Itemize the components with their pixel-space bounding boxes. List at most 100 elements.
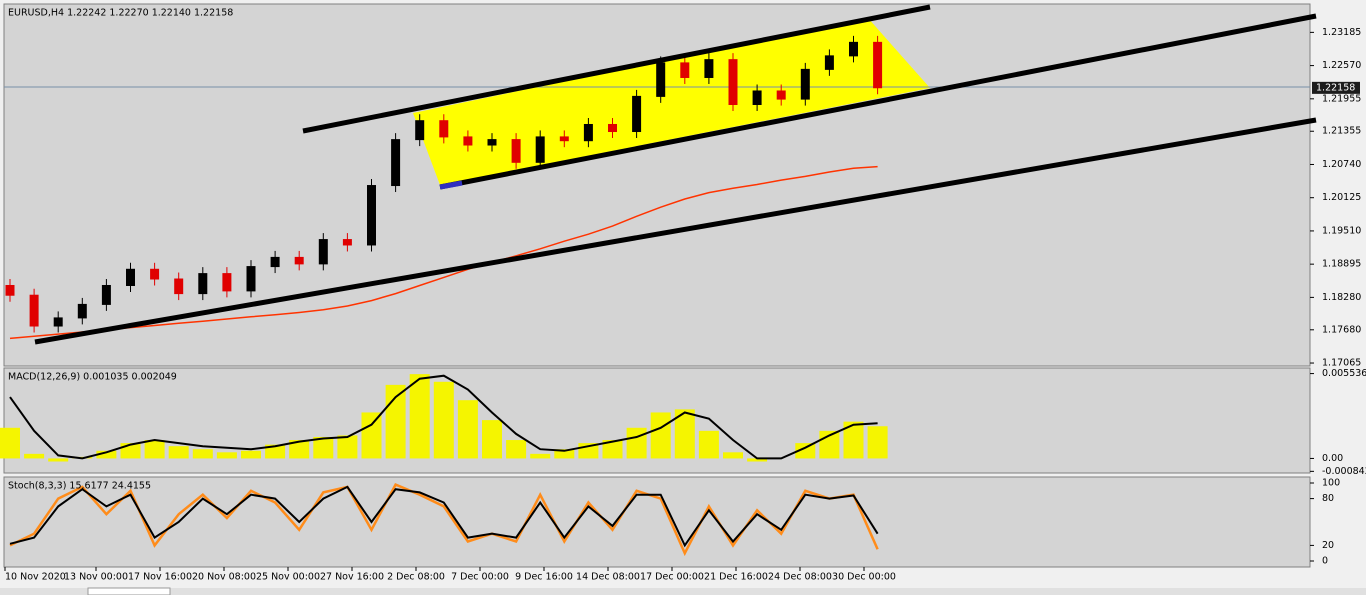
- y-tick-label: 20: [1322, 540, 1334, 551]
- candle-body: [656, 62, 666, 97]
- x-tick-label: 9 Dec 16:00: [515, 572, 573, 583]
- macd-bar: [530, 453, 551, 459]
- current-price-label: 1.22158: [1316, 82, 1355, 93]
- x-tick-label: 17 Nov 16:00: [128, 572, 192, 583]
- macd-bar: [144, 440, 165, 459]
- candle-body: [342, 239, 352, 246]
- candle-body: [270, 256, 280, 268]
- candle-body: [174, 278, 184, 295]
- macd-bar: [265, 444, 286, 459]
- marks: 1.23185 1.22570 1.21955 1.21355 1.20740 1.201…: [0, 27, 1366, 583]
- candle-body: [198, 273, 208, 295]
- y-tick-label: 100: [1322, 478, 1340, 489]
- macd-bar: [747, 458, 768, 462]
- x-tick-label: 21 Dec 16:00: [704, 572, 768, 583]
- candle-body: [608, 123, 617, 133]
- candle-body: [824, 55, 834, 70]
- candle-body: [728, 59, 738, 105]
- candle-body: [873, 41, 883, 89]
- y-tick-label: 1.20740: [1322, 159, 1361, 170]
- candle-body: [511, 139, 521, 163]
- macd-bar: [361, 412, 382, 459]
- x-tick-label: 20 Nov 08:00: [192, 572, 256, 583]
- candle-body: [800, 68, 810, 100]
- candle-body: [776, 90, 786, 100]
- y-tick-label: 80: [1322, 493, 1334, 504]
- candle-body: [680, 62, 690, 78]
- candle-body: [704, 59, 714, 78]
- macd-bar: [602, 440, 623, 459]
- y-tick-label: 0.005536: [1322, 368, 1366, 379]
- macd-bar: [795, 443, 816, 459]
- current-price-box: [1312, 81, 1360, 94]
- stoch-panel: [3, 476, 1311, 568]
- macd-bar: [289, 440, 310, 459]
- macd-bar: [650, 412, 671, 459]
- x-tick-label: 27 Nov 16:00: [320, 572, 384, 583]
- candle-body: [391, 139, 401, 187]
- y-tick-label: 1.20125: [1322, 192, 1361, 203]
- candle-body: [415, 120, 425, 141]
- candle-body: [101, 284, 111, 305]
- x-tick-label: 14 Dec 08:00: [576, 572, 640, 583]
- x-tick-label: 25 Nov 00:00: [256, 572, 320, 583]
- macd-bar: [433, 381, 454, 459]
- candle-body: [752, 90, 762, 105]
- candle-body: [487, 139, 497, 146]
- y-tick-label: 1.21955: [1322, 93, 1361, 104]
- main-line: [9, 483, 879, 557]
- macd-bar: [698, 430, 719, 459]
- macd-bar: [506, 440, 527, 459]
- tab-bar: [0, 588, 1366, 595]
- candle-body: [126, 268, 135, 286]
- active-tab[interactable]: [87, 587, 171, 595]
- y-tick-label: -0.000842: [1322, 466, 1366, 477]
- candle-body: [439, 120, 449, 138]
- candle-body: [583, 123, 593, 142]
- macd-bar: [723, 452, 743, 459]
- y-tick-label: 1.19510: [1322, 225, 1361, 236]
- price-title: EURUSD,H4 1.22242 1.22270 1.22140 1.2215…: [8, 8, 233, 19]
- macd-bar: [409, 374, 430, 459]
- macd-bar: [241, 450, 261, 459]
- candle-body: [632, 95, 642, 133]
- x-tick-label: 24 Dec 08:00: [768, 572, 832, 583]
- y-tick-label: 1.18895: [1322, 259, 1361, 270]
- x-tick-label: 2 Dec 08:00: [387, 572, 445, 583]
- trendline-middle: [439, 13, 1317, 190]
- ma-line: [9, 165, 878, 340]
- y-tick-label: 1.23185: [1322, 27, 1361, 38]
- candle-body: [535, 136, 545, 163]
- macd-bar: [192, 449, 213, 459]
- x-tick-label: 7 Dec 00:00: [451, 572, 509, 583]
- macd-bar: [313, 436, 334, 459]
- macd-bar: [48, 458, 69, 462]
- x-tick-label: 30 Dec 00:00: [832, 572, 896, 583]
- x-tick-label: 13 Nov 00:00: [64, 572, 128, 583]
- y-tick-label: 1.21355: [1322, 126, 1361, 137]
- macd-bar: [457, 400, 478, 459]
- macd-bar: [24, 453, 45, 459]
- macd-bar: [168, 446, 189, 459]
- macd-bar: [674, 409, 695, 459]
- y-tick-label: 1.17065: [1322, 358, 1361, 369]
- candle-body: [849, 41, 858, 57]
- stoch-title: Stoch(8,3,3) 15.6177 24.4155: [8, 481, 151, 492]
- macd-bar: [482, 420, 502, 459]
- candle-body: [150, 268, 160, 280]
- macd-bar: [337, 435, 358, 459]
- x-tick-label: 17 Dec 00:00: [640, 572, 704, 583]
- candle-body: [559, 136, 569, 142]
- x-tick-label: 10 Nov 2020: [5, 572, 66, 583]
- candle-body: [29, 294, 39, 327]
- macd-bar: [554, 449, 575, 459]
- candle-body: [294, 256, 304, 265]
- candle-body: [222, 273, 232, 292]
- signal-line: [9, 374, 878, 460]
- macd-bar: [867, 426, 888, 459]
- y-tick-label: 1.17680: [1322, 324, 1361, 335]
- trendline-lower: [34, 117, 1317, 345]
- candle-body: [318, 239, 328, 265]
- candle-body: [53, 317, 63, 327]
